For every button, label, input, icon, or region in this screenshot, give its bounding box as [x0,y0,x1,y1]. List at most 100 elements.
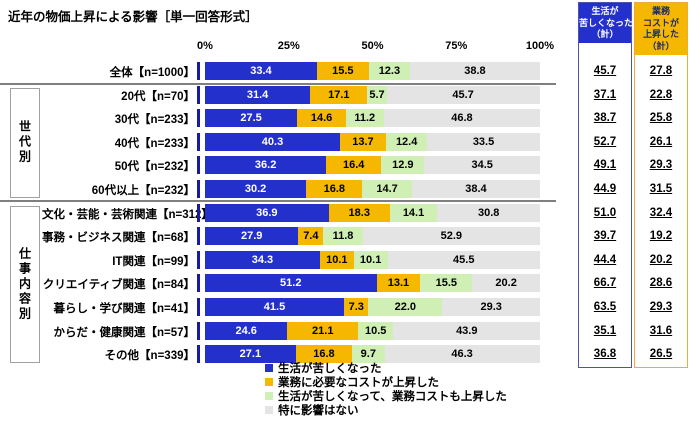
summary-value: 25.8 [649,112,673,125]
summary-value: 29.3 [649,159,673,172]
row-label: 60代以上【n=232】 [91,185,195,197]
summary-value: 19.2 [649,230,673,243]
summary-value: 44.9 [593,183,617,195]
row-label: IT関連【n=99】 [112,255,195,268]
bar-segment: 14.7 [362,180,412,198]
bar-row: 33.4 15.5 12.3 38.8 [205,62,540,80]
summary-column-header: 生活が 苦しくなった （計） [579,3,634,44]
row-label: からだ・健康関連【n=57】 [53,326,195,339]
row-tick-mark [197,180,200,198]
group-label: 仕事内容別 [17,246,32,322]
bar-segment: 30.2 [205,180,307,198]
bar-segment: 22.0 [368,298,443,316]
summary-value: 29.3 [649,301,673,313]
row-label: 事務・ビジネス関連【n=68】 [42,232,196,245]
bar-segment: 16.8 [295,345,353,364]
bar-segment: 30.8 [437,203,541,222]
row-tick-mark [197,156,200,175]
summary-value: 22.8 [649,88,673,101]
summary-value: 27.8 [649,65,673,77]
summary-value: 31.6 [649,324,673,337]
bar-segment: 12.3 [368,62,410,80]
legend-label: 業務に必要なコストが上昇した [278,377,439,389]
row-tick-mark [197,132,200,151]
summary-value: 49.1 [593,159,617,172]
bar-segment: 45.5 [387,250,540,269]
row-tick-mark [197,274,200,293]
bar-segment: 14.6 [297,109,347,128]
chart-title: 近年の物価上昇による影響［単一回答形式］ [8,10,258,24]
bar-segment: 46.3 [384,345,540,364]
row-tick-mark [197,62,200,80]
row-label: 文化・芸能・芸術関連【n=312】 [42,208,213,221]
summary-header-line: 苦しくなった [579,17,634,28]
row-label: 暮らし・学び関連【n=41】 [53,303,195,315]
summary-value: 20.2 [649,253,673,266]
summary-value: 31.5 [649,183,673,195]
row-label: 30代【n=233】 [114,114,195,127]
bar-segment: 33.5 [427,132,540,151]
summary-header-line: （計） [591,29,619,40]
summary-value: 38.7 [593,112,617,125]
bar-segment: 36.2 [205,156,327,175]
bar-segment: 21.1 [287,321,359,340]
summary-column-header: 業務 コストが 上昇した （計） [635,3,687,55]
axis-tick: 100% [525,40,555,52]
bar-segment: 16.8 [306,180,363,198]
legend-item: 生活が苦しくなった [265,361,382,375]
bar-segment: 45.7 [386,85,540,104]
legend-label: 特に影響はない [278,405,359,417]
bar-row: 41.5 7.3 22.0 29.3 [205,298,541,316]
separator-line [0,200,556,202]
row-tick-mark [197,203,200,222]
bar-segment: 17.1 [310,85,368,104]
separator-line [0,83,556,85]
bar-segment: 5.7 [367,85,387,104]
bar-segment: 52.9 [362,227,540,246]
group-box: 世代別 [10,87,40,198]
bar-segment: 10.1 [353,250,388,269]
legend-label: 生活が苦しくなった [278,363,382,375]
legend-item: 業務に必要なコストが上昇した [265,375,439,389]
bar-segment: 12.4 [385,132,428,151]
bar-segment: 20.2 [472,274,540,293]
legend-item: 特に影響はない [265,403,359,417]
bar-segment: 40.3 [205,132,340,151]
bar-segment: 27.9 [205,227,299,246]
row-tick-mark [197,298,200,316]
bar-segment: 41.5 [205,298,345,316]
bar-row: 36.2 16.4 12.9 34.5 [205,156,540,175]
summary-header-line: （計） [647,41,675,52]
summary-header-line: 業務 [651,6,670,16]
row-label: クリエイティブ関連【n=84】 [42,279,195,292]
axis-tick: 50% [361,40,384,52]
bar-segment: 29.3 [442,298,541,316]
summary-header-line: 上昇した [642,29,679,40]
bar-segment: 15.5 [316,62,369,80]
summary-header-line: コストが [642,17,679,28]
axis-tick: 25% [277,40,300,52]
row-tick-mark [197,109,200,128]
bar-segment: 33.4 [205,62,317,80]
bar-segment: 34.5 [424,156,540,175]
summary-value: 51.0 [593,206,617,219]
row-tick-mark [197,85,200,104]
bar-segment: 11.8 [323,227,363,246]
bar-row: 30.2 16.8 14.7 38.4 [205,180,541,198]
summary-value: 39.7 [593,230,617,243]
bar-segment: 31.4 [205,85,311,104]
bar-row: 27.5 14.6 11.2 46.8 [205,109,541,128]
summary-value: 26.1 [649,135,673,148]
bar-segment: 43.9 [393,321,541,340]
summary-column: 業務 コストが 上昇した （計） 27.8 22.8 25.8 26.1 29.3 31.5 32.… [634,2,688,368]
summary-value: 36.8 [593,348,617,361]
bar-segment: 38.4 [411,180,541,198]
row-label: 50代【n=232】 [114,161,195,174]
summary-column: 生活が 苦しくなった （計） 45.7 37.1 38.7 52.7 49.1 44.9 51.0… [578,2,634,368]
bar-segment: 51.2 [205,274,377,293]
group-label: 世代別 [17,120,32,166]
row-label: 40代【n=233】 [114,137,195,150]
bar-segment: 46.8 [383,109,541,128]
bar-segment: 11.2 [346,109,384,128]
